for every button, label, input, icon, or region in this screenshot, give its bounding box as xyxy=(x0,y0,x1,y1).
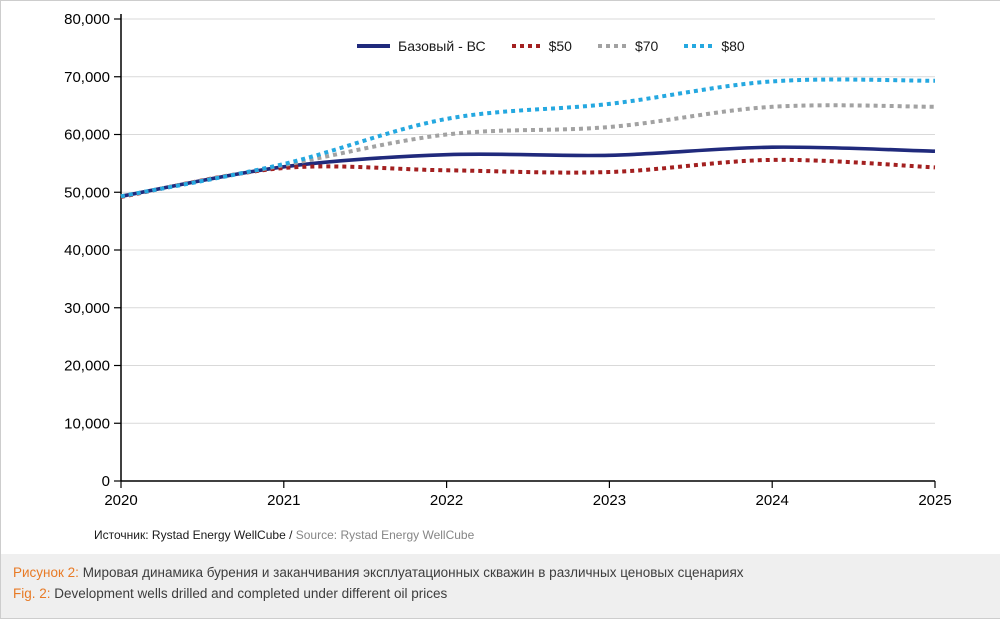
legend-item-1: $50 xyxy=(511,38,572,54)
y-tick-label: 70,000 xyxy=(64,69,110,86)
chart-legend: Базовый - ВС $50 $70 $80 xyxy=(357,38,745,54)
y-tick-label: 30,000 xyxy=(64,300,110,317)
chart-svg: 0 10,000 20,000 30,000 40,000 50,000 60,000 70,… xyxy=(64,11,952,509)
y-tick-label: 20,000 xyxy=(64,358,110,375)
source-text-russian: Источник: Rystad Energy WellCube / xyxy=(94,528,296,542)
legend-label-1: $50 xyxy=(548,38,572,54)
x-tick-label: 2025 xyxy=(918,492,951,509)
legend-label-3: $80 xyxy=(721,38,745,54)
legend-label-2: $70 xyxy=(634,38,659,54)
source-text-english: Source: Rystad Energy WellCube xyxy=(295,528,475,542)
series-line-1 xyxy=(120,157,936,199)
caption-text-english: Development wells drilled and completed … xyxy=(50,586,448,601)
caption-text-russian: Мировая динамика бурения и заканчивания … xyxy=(78,565,744,580)
x-tick-label: 2022 xyxy=(430,492,463,509)
legend-item-3: $80 xyxy=(684,38,745,54)
y-tick-label: 80,000 xyxy=(64,11,110,28)
caption-line-russian: Рисунок 2: Мировая динамика бурения и за… xyxy=(13,562,989,583)
x-tick-label: 2023 xyxy=(593,492,626,509)
legend-swatch-0 xyxy=(357,44,390,48)
caption-bar: Рисунок 2: Мировая динамика бурения и за… xyxy=(1,554,1000,618)
legend-item-2: $70 xyxy=(597,38,659,54)
x-tick-label: 2024 xyxy=(756,492,789,509)
legend-item-0: Базовый - ВС xyxy=(357,38,486,54)
legend-label-0: Базовый - ВС xyxy=(398,38,486,54)
source-line: Источник: Rystad Energy WellCube / Sourc… xyxy=(94,528,474,542)
caption-label-russian: Рисунок 2: xyxy=(13,565,79,580)
legend-swatch-3 xyxy=(684,44,714,48)
x-tick-label: 2020 xyxy=(104,492,137,509)
y-tick-label: 60,000 xyxy=(64,127,110,144)
y-tick-label: 40,000 xyxy=(64,242,110,259)
legend-swatch-2 xyxy=(597,44,627,48)
series-line-2 xyxy=(120,103,936,199)
caption-label-english: Fig. 2: xyxy=(13,586,51,601)
series-line-3 xyxy=(120,77,936,199)
x-tick-label: 2021 xyxy=(267,492,300,509)
y-tick-label: 50,000 xyxy=(64,184,110,201)
caption-line-english: Fig. 2: Development wells drilled and co… xyxy=(13,583,989,604)
y-tick-label: 0 xyxy=(102,473,110,490)
y-tick-label: 10,000 xyxy=(64,415,110,432)
chart-region: 0 10,000 20,000 30,000 40,000 50,000 60,000 70,… xyxy=(1,1,1000,556)
legend-swatch-1 xyxy=(511,44,541,48)
